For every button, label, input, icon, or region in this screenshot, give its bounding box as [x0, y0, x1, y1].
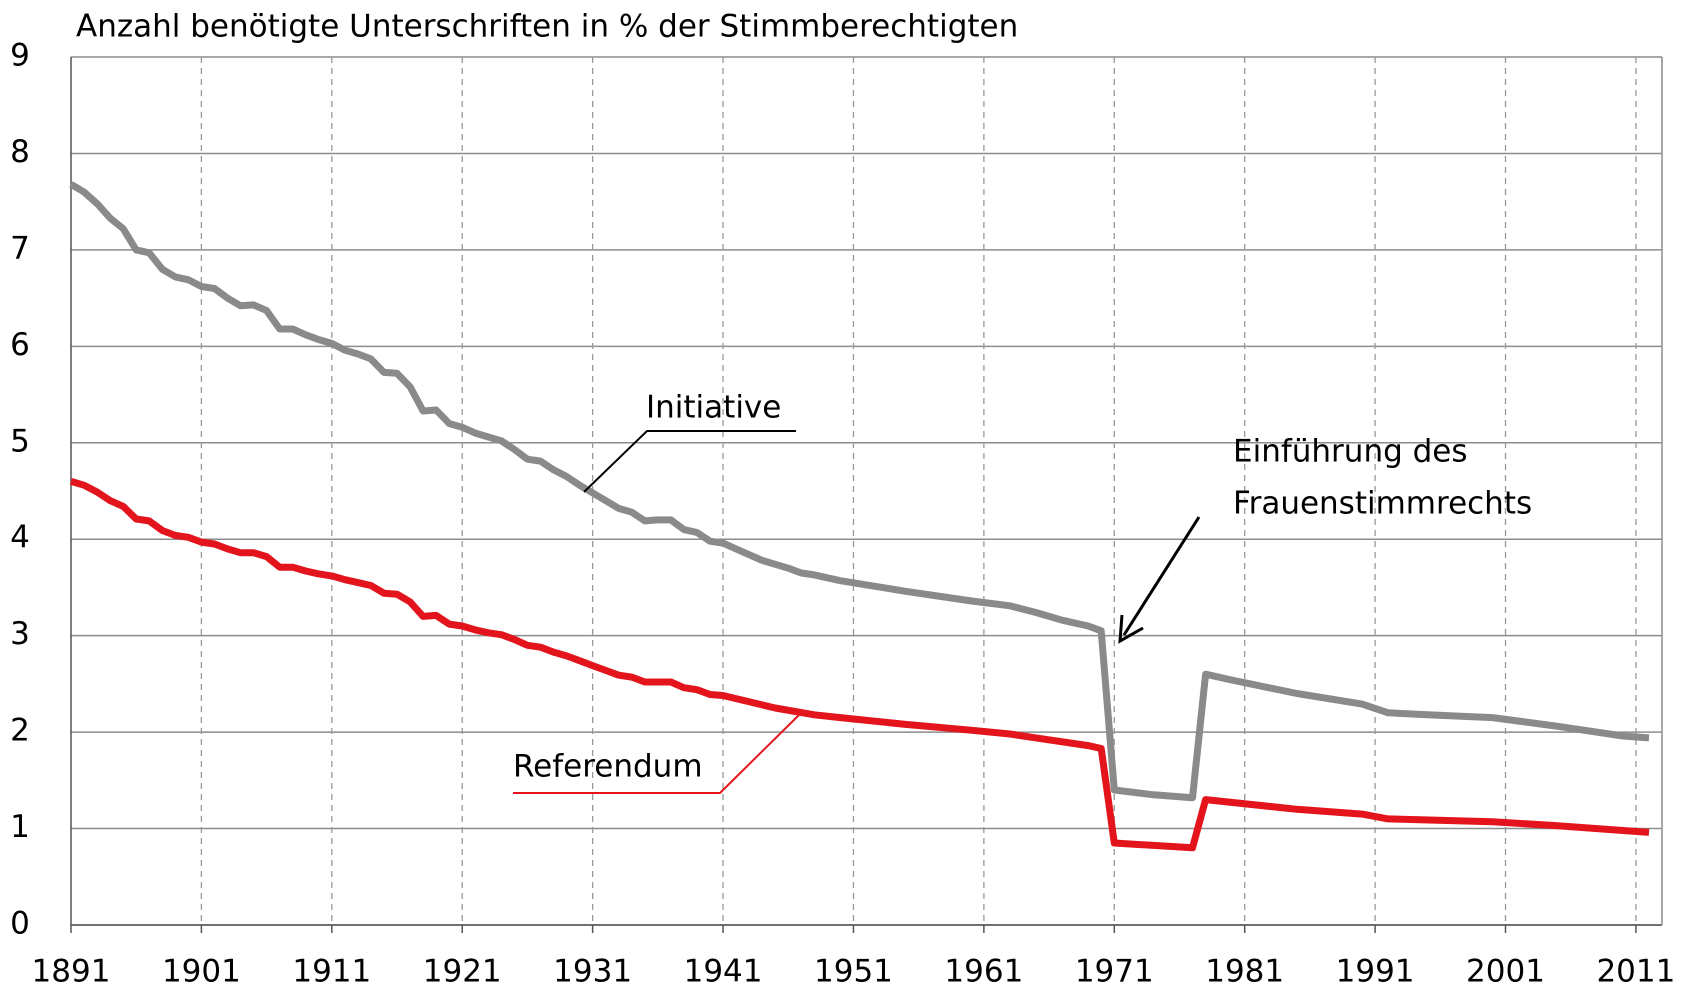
y-tick-label: 5 [10, 423, 30, 459]
y-tick-label: 4 [10, 520, 30, 556]
y-tick-label: 7 [10, 230, 30, 266]
arrow-head [1118, 614, 1144, 644]
series-label: Initiative [646, 390, 781, 426]
x-tick-label: 1921 [423, 954, 502, 990]
y-tick-label: 9 [10, 38, 30, 74]
x-tick-label: 1931 [553, 954, 632, 990]
leader-line [583, 430, 796, 493]
y-tick-label: 1 [10, 809, 30, 845]
data-line [69, 181, 1650, 802]
annotation-arrow [1122, 516, 1201, 636]
x-tick-label: 1891 [32, 954, 111, 990]
x-tick-label: 1951 [814, 954, 893, 990]
x-tick-label: 1911 [292, 954, 371, 990]
x-tick-label: 1961 [944, 954, 1023, 990]
y-tick-label: 8 [10, 134, 30, 170]
x-tick-label: 1981 [1205, 954, 1284, 990]
annotation: Einführung des [1233, 434, 1468, 470]
y-tick-label: 3 [10, 616, 30, 652]
data-line [70, 478, 1650, 852]
x-tick-label: 2001 [1466, 954, 1545, 990]
x-tick-label: 2011 [1596, 954, 1675, 990]
y-tick-label: 2 [10, 713, 30, 749]
x-tick-label: 1941 [684, 954, 763, 990]
y-tick-label: 0 [10, 906, 30, 942]
x-tick-label: 1971 [1075, 954, 1154, 990]
chart-title: Anzahl benötigte Unterschriften in % der… [76, 9, 1018, 45]
x-tick-label: 1901 [162, 954, 241, 990]
series-label: Referendum [513, 749, 703, 785]
leader-line [513, 712, 802, 794]
y-tick-label: 6 [10, 327, 30, 363]
annotation: Frauenstimmrechts [1233, 486, 1532, 522]
x-tick-label: 1991 [1336, 954, 1415, 990]
